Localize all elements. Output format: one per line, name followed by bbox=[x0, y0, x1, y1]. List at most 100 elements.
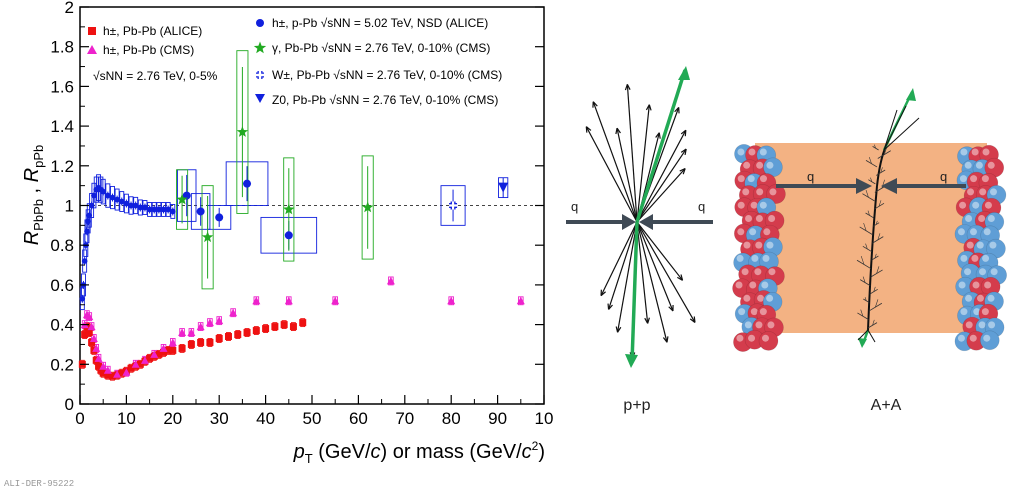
radiated-gluon-branch bbox=[860, 309, 864, 317]
radiated-gluon-branch bbox=[865, 243, 868, 250]
track-arrowhead bbox=[677, 274, 684, 281]
nucleon-highlight bbox=[767, 321, 775, 329]
nucleon-highlight bbox=[737, 148, 745, 156]
nucleon-highlight bbox=[754, 268, 762, 276]
aa-collision-diagram: q q A+A bbox=[732, 88, 1007, 414]
nucleon-highlight bbox=[743, 241, 751, 249]
nucleon-highlight bbox=[983, 334, 991, 342]
jet-track bbox=[883, 105, 907, 151]
leading-jet-head bbox=[678, 66, 690, 80]
nucleon-highlight bbox=[757, 294, 765, 302]
sys-box bbox=[190, 193, 211, 230]
track bbox=[636, 221, 674, 312]
sys-box bbox=[361, 155, 374, 260]
x-tick-label: 60 bbox=[349, 409, 368, 428]
data-point-circle bbox=[123, 200, 130, 207]
nucleon-highlight bbox=[965, 215, 973, 222]
radiated-gluon-branch bbox=[874, 253, 877, 259]
data-point-star bbox=[176, 193, 188, 205]
nucleon-highlight bbox=[987, 294, 995, 302]
legend-label-alice-ppb: h±, p-Pb √sNN = 5.02 TeV, NSD (ALICE) bbox=[272, 16, 488, 30]
nucleon-highlight bbox=[957, 334, 965, 342]
track-arrowhead bbox=[655, 132, 661, 139]
nucleon-highlight bbox=[759, 201, 767, 209]
nucleon-highlight bbox=[766, 294, 774, 302]
nucleon-highlight bbox=[735, 281, 743, 289]
nucleon-highlight bbox=[761, 334, 769, 342]
nucleon-highlight bbox=[978, 215, 986, 222]
pp-label: p+p bbox=[623, 397, 650, 414]
nucleon bbox=[758, 331, 779, 351]
y-tick-label: 1.2 bbox=[50, 157, 74, 176]
nucleon-highlight bbox=[959, 175, 967, 183]
nucleon-highlight bbox=[759, 308, 767, 316]
data-point-triangle-up bbox=[122, 368, 131, 376]
nucleon-highlight bbox=[749, 228, 757, 236]
data-point-triangle-up bbox=[85, 312, 94, 321]
nucleon-highlight bbox=[964, 268, 972, 276]
track-arrowhead bbox=[600, 289, 606, 297]
axis-ticks: 00.20.40.60.811.21.41.61.820 10 20 30 40 50 60… bbox=[50, 0, 553, 428]
y-tick-label: 1.4 bbox=[50, 117, 74, 136]
radiated-gluon-branch bbox=[874, 144, 876, 149]
sys-box bbox=[225, 161, 269, 206]
nucleon-highlight bbox=[737, 201, 745, 209]
data-point-circle bbox=[114, 196, 120, 203]
nucleon-highlight bbox=[987, 215, 995, 222]
nucleon-highlight bbox=[979, 188, 987, 196]
data-point-circle bbox=[156, 206, 162, 213]
nucleon-highlight bbox=[960, 148, 968, 156]
aa-quark-label-left: q bbox=[807, 169, 814, 184]
y-tick-label: 0 bbox=[65, 395, 74, 414]
pp-arrowhead-right bbox=[639, 214, 653, 230]
pp-arrowhead-left bbox=[622, 214, 636, 230]
legend-label-alice-pbpb: h±, Pb-Pb (ALICE) bbox=[103, 24, 202, 38]
data-point-triangle-up bbox=[150, 350, 159, 358]
data-point-triangle-up bbox=[252, 296, 261, 305]
nucleon-highlight bbox=[766, 161, 774, 169]
y-tick-label: 1.8 bbox=[50, 38, 74, 57]
data-point-circle bbox=[243, 179, 252, 188]
qgp-medium bbox=[755, 143, 987, 333]
data-point-square bbox=[146, 354, 154, 362]
data-point-circle bbox=[118, 198, 125, 205]
data-point-triangle-up bbox=[113, 370, 122, 378]
data-point-circle bbox=[88, 202, 95, 209]
nucleon-highlight bbox=[742, 188, 750, 196]
nucleon-highlight bbox=[749, 281, 757, 289]
nucleon-highlight bbox=[983, 228, 991, 236]
nucleon bbox=[766, 184, 786, 204]
nucleon-highlight bbox=[737, 175, 745, 183]
data-point-star bbox=[236, 126, 249, 137]
data-point-circle bbox=[84, 228, 90, 235]
nucleon-highlight bbox=[972, 281, 980, 289]
nucleon-highlight bbox=[960, 254, 968, 262]
data-point-triangle-up bbox=[196, 322, 205, 331]
data-point-square bbox=[88, 338, 96, 346]
sys-box bbox=[236, 50, 249, 214]
aa-arrowhead-left bbox=[856, 178, 872, 194]
data-point-triangle-up bbox=[99, 362, 108, 370]
data-point-circle bbox=[137, 204, 144, 211]
data-point-circle bbox=[151, 206, 158, 213]
away-side-jet bbox=[867, 185, 878, 331]
nucleon-highlight bbox=[744, 321, 752, 329]
track-arrowhead bbox=[607, 303, 613, 310]
track bbox=[616, 127, 638, 223]
track-arrowhead bbox=[662, 336, 669, 343]
radiated-gluon-branch bbox=[864, 297, 867, 301]
nucleon-highlight bbox=[965, 294, 973, 302]
y-tick-label: 0.8 bbox=[50, 236, 74, 255]
nucleon-highlight bbox=[969, 228, 977, 236]
y-tick-label: 0.6 bbox=[50, 276, 74, 295]
data-point-circle bbox=[284, 231, 293, 240]
data-point-triangle-up bbox=[187, 328, 196, 337]
nucleon-highlight bbox=[982, 254, 990, 262]
track bbox=[636, 104, 650, 223]
radiated-gluon-branch bbox=[865, 189, 869, 198]
x-tick-label: 40 bbox=[256, 409, 275, 428]
track-arrowhead bbox=[680, 148, 687, 156]
nucleon-highlight bbox=[747, 175, 755, 183]
data-point-circle bbox=[105, 192, 111, 199]
track-arrowhead bbox=[674, 106, 680, 114]
